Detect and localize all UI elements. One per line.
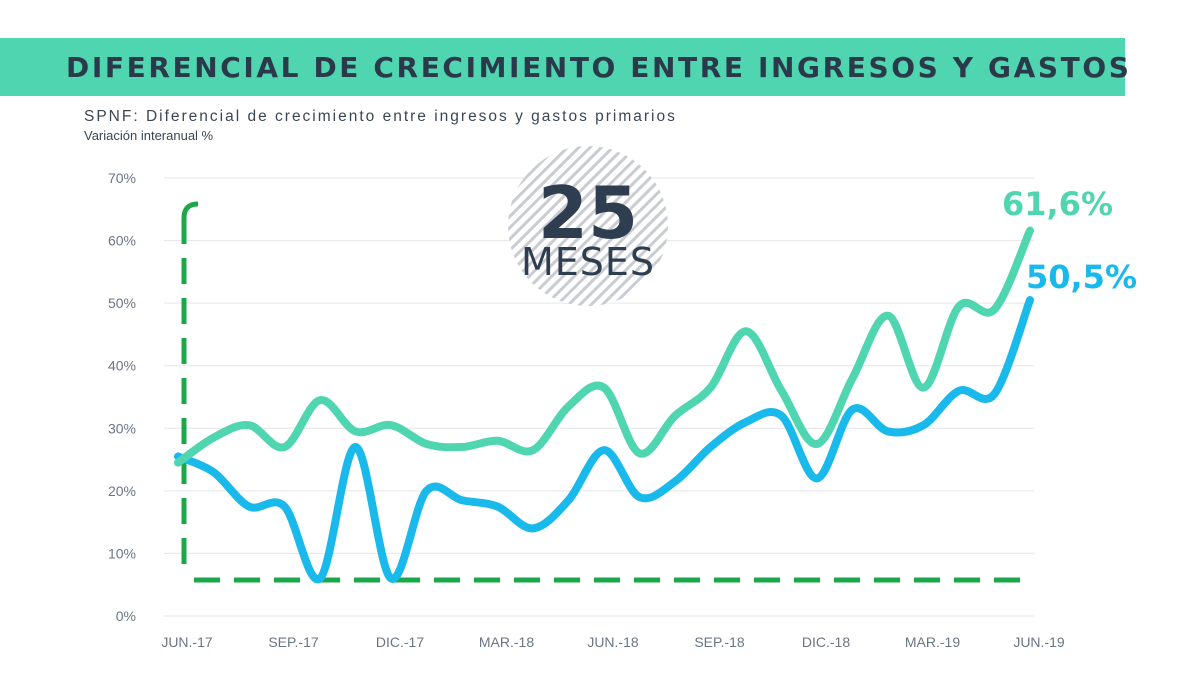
period-box-corner	[181, 201, 199, 219]
data-point	[284, 506, 285, 507]
data-point	[888, 431, 889, 432]
x-tick-label: JUN.-17	[161, 634, 213, 650]
ingresos-end-label: 61,6%	[1002, 185, 1113, 223]
y-tick-label: 60%	[108, 233, 136, 249]
unit-label: Variación interanual %	[84, 128, 214, 143]
data-point	[604, 387, 605, 388]
data-point	[213, 472, 214, 473]
x-tick-label: SEP.-18	[694, 634, 745, 650]
x-tick-label: MAR.-19	[905, 634, 960, 650]
data-point	[284, 447, 285, 448]
x-tick-label: SEP.-17	[268, 634, 319, 650]
data-point	[355, 447, 356, 448]
data-point	[355, 431, 356, 432]
data-point	[497, 440, 498, 441]
data-point	[568, 406, 569, 407]
data-point	[426, 443, 427, 444]
x-tick-label: JUN.-19	[1013, 634, 1065, 650]
data-point	[320, 578, 321, 579]
months-badge-number: 25	[538, 171, 638, 255]
data-point	[639, 497, 640, 498]
data-point	[994, 393, 995, 394]
title-banner: DIFERENCIAL DE CRECIMIENTO ENTRE INGRESO…	[0, 38, 1129, 96]
x-tick-label: MAR.-18	[479, 634, 534, 650]
data-point	[994, 309, 995, 310]
data-point	[781, 390, 782, 391]
ingresos-series-line	[174, 226, 1034, 467]
data-point	[746, 331, 747, 332]
data-point	[817, 478, 818, 479]
y-tick-label: 50%	[108, 295, 136, 311]
data-point	[568, 500, 569, 501]
data-point	[213, 437, 214, 438]
data-point	[675, 481, 676, 482]
y-tick-label: 40%	[108, 358, 136, 374]
data-point	[675, 415, 676, 416]
y-tick-label: 70%	[108, 170, 136, 186]
data-point	[249, 425, 250, 426]
x-tick-label: JUN.-18	[587, 634, 639, 650]
data-point	[462, 447, 463, 448]
data-point	[178, 456, 179, 457]
months-badge-text: MESES	[521, 240, 655, 284]
x-tick-label: DIC.-17	[376, 634, 424, 650]
data-point	[533, 450, 534, 451]
data-point	[959, 390, 960, 391]
data-point	[533, 528, 534, 529]
data-point	[320, 400, 321, 401]
gastos-end-label: 50,5%	[1026, 258, 1137, 296]
data-point	[1030, 300, 1031, 301]
data-point	[426, 490, 427, 491]
x-tick-label: DIC.-18	[802, 634, 850, 650]
data-point	[817, 443, 818, 444]
data-point	[852, 409, 853, 410]
y-tick-label: 0%	[116, 608, 136, 624]
data-point	[249, 506, 250, 507]
data-point	[639, 453, 640, 454]
data-point	[852, 378, 853, 379]
data-point	[462, 500, 463, 501]
y-tick-label: 30%	[108, 420, 136, 436]
data-point	[178, 462, 179, 463]
months-badge-circle	[508, 146, 668, 306]
data-point	[710, 447, 711, 448]
data-point	[959, 306, 960, 307]
data-point	[391, 578, 392, 579]
data-point	[781, 415, 782, 416]
data-point	[888, 315, 889, 316]
gastos-series-line	[174, 296, 1034, 584]
y-tick-label: 20%	[108, 483, 136, 499]
data-point	[746, 422, 747, 423]
data-point	[923, 425, 924, 426]
data-point	[710, 387, 711, 388]
data-point	[391, 425, 392, 426]
data-point	[923, 387, 924, 388]
data-point	[604, 450, 605, 451]
chart-subtitle: SPNF: Diferencial de crecimiento entre i…	[84, 108, 677, 125]
data-point	[497, 506, 498, 507]
page-title: DIFERENCIAL DE CRECIMIENTO ENTRE INGRESO…	[66, 51, 1132, 84]
data-point	[1030, 230, 1031, 231]
y-tick-label: 10%	[108, 545, 136, 561]
